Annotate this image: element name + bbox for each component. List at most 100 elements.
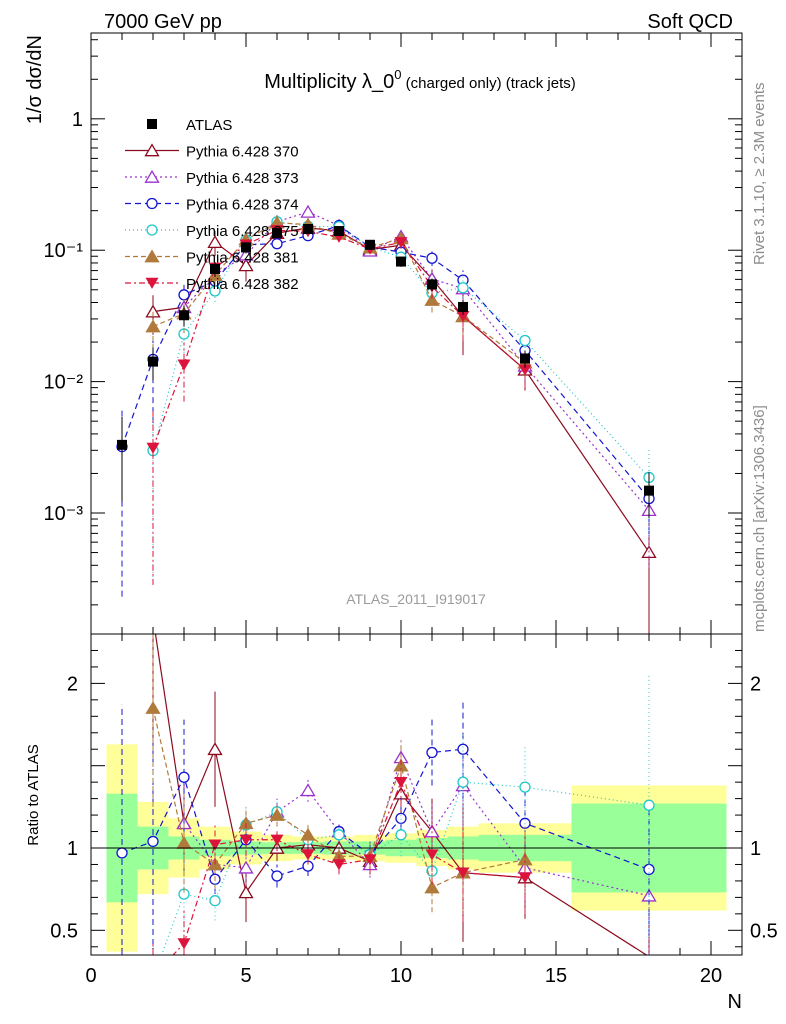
- data-point: [300, 827, 316, 841]
- data-point: [208, 839, 222, 851]
- data-point: [301, 849, 315, 861]
- data-point: [207, 235, 223, 248]
- data-point: [207, 742, 223, 756]
- analysis-watermark: ATLAS_2011_I919017: [346, 591, 486, 607]
- data-point: [116, 847, 128, 859]
- legend-label: Pythia 6.428 374: [186, 197, 299, 214]
- legend-marker-atlas: [147, 119, 157, 129]
- atlas-point: [427, 279, 437, 290]
- series-line: [172, 780, 526, 955]
- x-tick-label: 5: [240, 965, 251, 987]
- data-point: [518, 872, 532, 884]
- data-point: [519, 334, 531, 347]
- data-point: [519, 781, 531, 793]
- atlas-point: [520, 353, 530, 364]
- data-point: [145, 700, 161, 714]
- ratio-axis-label: Ratio to ATLAS: [25, 744, 42, 845]
- chart-title: Multiplicity λ_00 (charged only) (track …: [264, 67, 576, 93]
- ratio-frame: [90, 633, 743, 956]
- data-point: [238, 258, 254, 272]
- legend-label: Pythia 6.428 373: [186, 170, 299, 187]
- legend-label: Pythia 6.428 375: [186, 223, 299, 240]
- x-tick-label: 10: [390, 965, 412, 987]
- y-tick-label: 1: [72, 109, 83, 131]
- data-point: [209, 285, 221, 297]
- data-point: [395, 812, 407, 825]
- data-point: [457, 776, 469, 788]
- data-point: [209, 895, 221, 907]
- rivet-version-text: Rivet 3.1.10, ≥ 2.3M events: [751, 83, 768, 266]
- data-point: [146, 442, 160, 454]
- data-point: [424, 292, 440, 306]
- data-point: [332, 859, 346, 871]
- data-point: [456, 311, 470, 323]
- y-axis-label: 1/σ dσ/dN: [24, 35, 46, 124]
- data-point: [270, 834, 284, 846]
- ratio-tick-label: 1: [750, 838, 761, 860]
- ratio-tick-label: 1: [67, 838, 78, 860]
- title-tail: (charged only) (track jets): [402, 75, 576, 92]
- data-point: [426, 746, 438, 759]
- y-tick-label: 10⁻¹: [44, 240, 84, 262]
- atlas-point: [334, 226, 344, 237]
- series-375-main: [147, 216, 655, 585]
- x-tick-label: 0: [85, 965, 96, 987]
- data-point: [238, 816, 254, 830]
- atlas-point: [365, 239, 375, 250]
- data-point: [457, 743, 469, 755]
- data-point: [238, 247, 254, 261]
- title-sup: 0: [394, 67, 401, 82]
- atlas-point: [148, 356, 158, 367]
- data-point: [395, 829, 407, 841]
- data-point: [643, 863, 655, 876]
- legend-label: Pythia 6.428 381: [186, 250, 299, 267]
- atlas-point: [458, 301, 468, 312]
- ratio-tick-label: 0.5: [750, 920, 778, 942]
- data-point: [394, 776, 408, 789]
- series-line: [121, 224, 650, 499]
- legend-marker: [146, 224, 158, 236]
- legend-label: Pythia 6.428 382: [186, 276, 299, 293]
- data-point: [239, 834, 253, 846]
- y-tick-label: 10⁻²: [44, 372, 84, 394]
- series-line: [183, 755, 650, 897]
- atlas-data-layer: [117, 224, 654, 518]
- legend-marker: [144, 169, 160, 183]
- legend-marker: [144, 249, 160, 263]
- mcplots-source-text: mcplots.cern.ch [arXiv:1306.3436]: [751, 405, 768, 632]
- atlas-point: [210, 263, 220, 274]
- plot-frames: [90, 32, 743, 956]
- atlas-point: [396, 256, 406, 267]
- atlas-point: [303, 224, 313, 235]
- data-point: [178, 771, 190, 783]
- data-point: [517, 852, 533, 866]
- data-point: [145, 319, 161, 333]
- x-tick-label: 20: [700, 965, 722, 987]
- legend-label-atlas: ATLAS: [186, 117, 232, 134]
- x-tick-label: 15: [545, 965, 567, 987]
- legend-marker: [144, 143, 160, 157]
- legend-label: Pythia 6.428 370: [186, 144, 299, 161]
- atlas-point: [272, 228, 282, 239]
- ratio-series: [116, 634, 657, 955]
- atlas-point: [179, 310, 189, 321]
- data-point: [424, 880, 440, 894]
- y-tick-label: 10⁻³: [44, 503, 84, 525]
- data-point: [238, 860, 254, 874]
- tick-labels: 0 5 10 15 20 1 10⁻¹ 10⁻² 10⁻³ 2 2 1 1 0.5 0.5: [44, 109, 778, 987]
- title-main: Multiplicity λ_0: [264, 71, 394, 93]
- data-point: [300, 204, 316, 218]
- series-382-ratio: [152, 757, 532, 955]
- data-point: [271, 870, 283, 882]
- data-point: [456, 867, 470, 879]
- data-point: [643, 799, 655, 811]
- header-left: 7000 GeV pp: [104, 11, 222, 33]
- legend: ATLAS Pythia 6.428 370 Pythia 6.428 373 Pyt…: [125, 117, 299, 293]
- data-point: [238, 885, 254, 899]
- ratio-tick-label: 0.5: [50, 920, 78, 942]
- ratio-tick-label: 2: [750, 673, 761, 695]
- x-axis-label: N: [728, 991, 742, 1013]
- data-point: [363, 854, 377, 866]
- header-right: Soft QCD: [647, 11, 733, 33]
